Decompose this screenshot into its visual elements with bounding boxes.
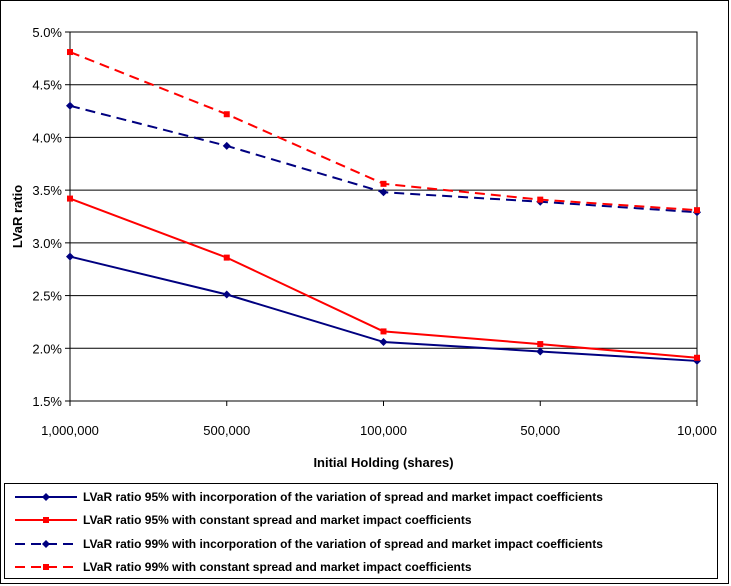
- data-point: [379, 337, 388, 346]
- data-point: [537, 196, 544, 203]
- legend-label: LVaR ratio 95% with incorporation of the…: [83, 490, 603, 504]
- data-point: [536, 347, 545, 356]
- data-point: [67, 49, 73, 56]
- y-tick-label: 2.0%: [32, 341, 62, 356]
- data-point: [66, 252, 74, 261]
- data-point: [43, 564, 49, 570]
- y-tick-label: 1.5%: [32, 394, 62, 409]
- y-tick-label: 4.5%: [32, 78, 62, 93]
- data-point: [222, 290, 231, 299]
- data-point: [694, 207, 700, 214]
- data-point: [694, 354, 700, 361]
- y-tick-label: 5.0%: [32, 25, 62, 40]
- data-point: [66, 101, 74, 110]
- data-point: [43, 517, 49, 523]
- legend: LVaR ratio 95% with incorporation of the…: [4, 483, 718, 579]
- y-tick-label: 2.5%: [32, 289, 62, 304]
- data-point: [223, 111, 230, 118]
- legend-swatch: [15, 564, 77, 570]
- data-point: [67, 195, 73, 202]
- data-point: [379, 188, 388, 197]
- legend-swatch: [15, 540, 77, 548]
- y-axis-title: LVaR ratio: [10, 185, 25, 248]
- legend-item: LVaR ratio 95% with constant spread and …: [5, 510, 717, 530]
- data-point: [223, 254, 230, 261]
- data-point: [537, 341, 544, 348]
- legend-label: LVaR ratio 99% with incorporation of the…: [83, 537, 603, 551]
- x-tick-label: 1,000,000: [41, 423, 99, 438]
- y-tick-label: 4.0%: [32, 130, 62, 145]
- data-point: [42, 493, 50, 501]
- x-axis-title: Initial Holding (shares): [313, 455, 453, 470]
- series-line: [69, 104, 698, 214]
- x-tick-label: 500,000: [203, 423, 250, 438]
- y-tick-label: 3.0%: [32, 236, 62, 251]
- data-point: [380, 180, 387, 187]
- data-point: [380, 328, 387, 335]
- legend-swatch: [15, 493, 77, 501]
- x-tick-label: 10,000: [677, 423, 717, 438]
- legend-label: LVaR ratio 95% with constant spread and …: [83, 513, 472, 527]
- legend-item: LVaR ratio 99% with incorporation of the…: [5, 534, 717, 554]
- y-tick-label: 3.5%: [32, 183, 62, 198]
- legend-swatch: [15, 517, 77, 523]
- legend-item: LVaR ratio 95% with incorporation of the…: [5, 487, 717, 507]
- data-point: [222, 141, 231, 150]
- x-tick-label: 100,000: [360, 423, 407, 438]
- data-point: [42, 540, 50, 548]
- legend-label: LVaR ratio 99% with constant spread and …: [83, 560, 472, 574]
- x-tick-label: 50,000: [520, 423, 560, 438]
- chart-plot: 1.5% 2.0% 2.5% 3.0% 3.5% 4.0% 4.5% 5.0% 1,000,00…: [10, 25, 717, 470]
- legend-item: LVaR ratio 99% with constant spread and …: [5, 557, 717, 577]
